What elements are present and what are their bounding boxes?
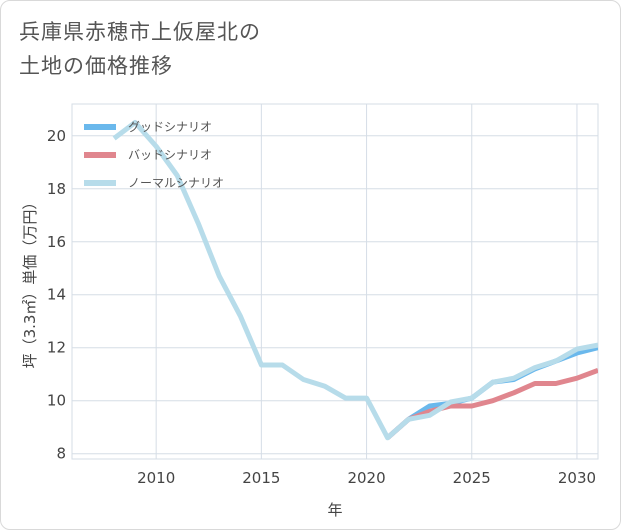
y-tick-label: 8: [56, 445, 66, 463]
chart-title-line-2: 土地の価格推移: [19, 54, 173, 78]
x-tick-label: 2015: [242, 469, 280, 487]
series-line-good: [385, 345, 598, 440]
chart-title: 兵庫県赤穂市上仮屋北の 土地の価格推移: [19, 15, 261, 83]
y-axis-label: 坪（3.3㎡）単価（万円）: [21, 195, 39, 369]
y-tick-label: 10: [47, 392, 66, 410]
x-tick-label: 2010: [137, 469, 175, 487]
y-tick-label: 18: [47, 180, 66, 198]
x-tick-label: 2030: [558, 469, 596, 487]
series-lines: [112, 120, 598, 441]
series-line-bad: [385, 367, 598, 440]
x-tick-label: 2020: [347, 469, 385, 487]
legend-label-bad: バッドシナリオ: [128, 148, 212, 162]
legend-item-good[interactable]: グッドシナリオ: [84, 120, 212, 134]
legend-item-normal[interactable]: ノーマルシナリオ: [84, 176, 224, 190]
x-axis-ticks: 2010 2015 2020 2025 2030: [137, 469, 596, 487]
x-axis-label: 年: [327, 501, 342, 519]
chart-title-line-1: 兵庫県赤穂市上仮屋北の: [19, 20, 261, 44]
legend-item-bad[interactable]: バッドシナリオ: [84, 148, 212, 162]
y-tick-label: 12: [47, 339, 66, 357]
series-line-normal: [112, 120, 598, 441]
y-tick-label: 16: [47, 233, 66, 251]
y-tick-label: 20: [47, 127, 66, 145]
legend-label-normal: ノーマルシナリオ: [128, 176, 224, 190]
plot-frame: [71, 103, 599, 460]
legend-label-good: グッドシナリオ: [128, 120, 212, 134]
y-axis-ticks: 8 10 12 14 16 18 20: [47, 127, 66, 463]
x-tick-label: 2025: [453, 469, 491, 487]
y-tick-label: 14: [47, 286, 66, 304]
